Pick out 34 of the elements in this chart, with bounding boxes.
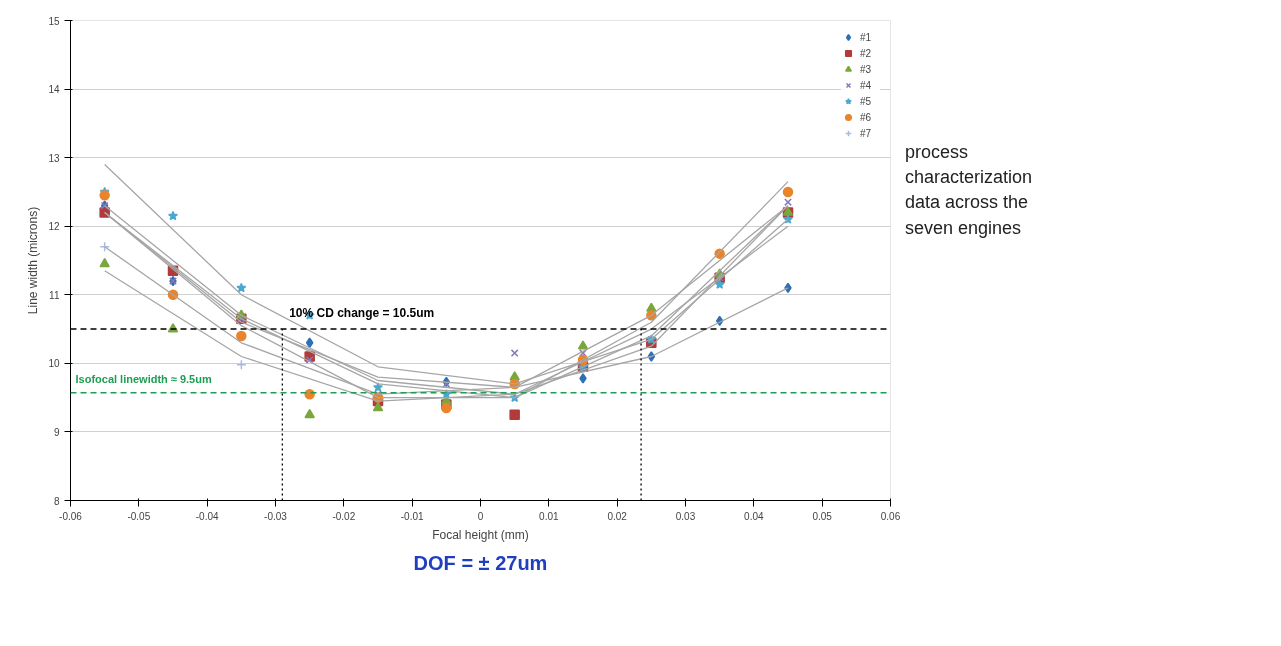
- y-tick-label: 13: [48, 152, 60, 164]
- ref-line-label: Isofocal linewidth ≈ 9.5um: [75, 372, 212, 385]
- text: DOF = ± 27um: [413, 551, 548, 574]
- x-tick-label: -0.01: [400, 510, 424, 522]
- y-tick-label: 14: [48, 84, 60, 96]
- x-tick-label: -0.05: [127, 510, 151, 522]
- legend-label: #5: [860, 95, 873, 107]
- x-tick-label: -0.02: [332, 510, 356, 522]
- ref-line-label: 10% CD change = 10.5um: [289, 306, 435, 321]
- x-tick-label: 0.01: [539, 510, 559, 522]
- x-axis-title: Focal height (mm): [432, 527, 529, 542]
- x-tick-label: 0.06: [880, 510, 901, 522]
- legend-label: #3: [860, 63, 873, 75]
- y-axis-title: Line width (microns): [26, 206, 41, 315]
- x-tick-label: 0.04: [744, 510, 764, 522]
- y-tick-label: 15: [48, 15, 60, 27]
- x-tick-label: -0.03: [264, 510, 288, 522]
- y-tick-label: 8: [53, 495, 60, 507]
- legend-label: #6: [860, 111, 873, 123]
- legend-label: #2: [860, 47, 873, 59]
- legend-label: #4: [860, 79, 873, 91]
- x-tick-label: 0.02: [607, 510, 628, 522]
- y-tick-label: 12: [48, 221, 60, 233]
- text: process characterization data across the seven engines: [905, 141, 1033, 240]
- x-tick-label: 0.03: [675, 510, 696, 522]
- y-tick-label: 10: [48, 358, 60, 370]
- x-tick-label: -0.04: [195, 510, 219, 522]
- legend-label: #7: [860, 127, 873, 139]
- legend-label: #1: [860, 31, 873, 43]
- y-tick-label: 9: [53, 426, 60, 438]
- x-tick-label: 0.05: [812, 510, 833, 522]
- x-tick-label: 0: [477, 510, 484, 522]
- x-tick-label: -0.06: [59, 510, 83, 522]
- y-tick-label: 11: [49, 289, 60, 301]
